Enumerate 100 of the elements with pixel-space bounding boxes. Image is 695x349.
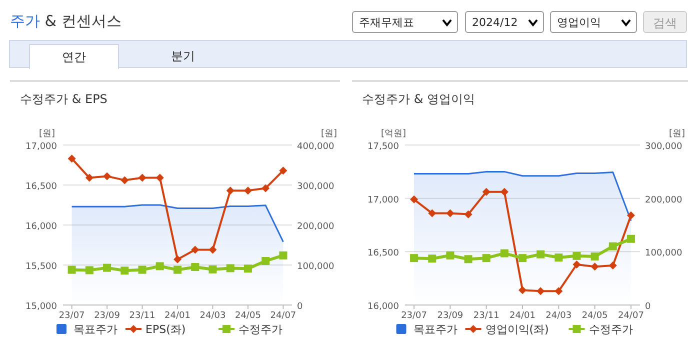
y-tick-label: 15,000	[26, 302, 58, 312]
x-tick-label: 24/03	[200, 311, 226, 321]
x-tick-label: 23/11	[129, 311, 156, 321]
y-axis-title: [억원]	[381, 129, 406, 139]
point	[608, 242, 617, 250]
y2-tick-label: 300,000	[645, 142, 682, 152]
y2-axis-title: [원]	[668, 129, 685, 139]
point	[138, 266, 146, 274]
text: 주재무제표	[352, 11, 458, 33]
point	[518, 286, 526, 294]
y2-tick-label: 200,000	[645, 195, 682, 206]
point	[244, 264, 252, 273]
x-tick-label: 24/03	[546, 311, 572, 321]
point	[410, 254, 418, 262]
point	[428, 209, 436, 218]
point	[590, 262, 599, 271]
point	[446, 251, 454, 260]
legend-label: 수정주가	[238, 323, 282, 336]
point	[262, 257, 270, 265]
x-tick-label: 23/09	[94, 311, 120, 321]
x-tick-label: 24/01	[164, 311, 190, 321]
text: 2024/12	[465, 11, 544, 33]
point	[191, 246, 200, 254]
chart-title: 수정주가 & 영업이익	[362, 92, 475, 106]
point	[410, 195, 418, 204]
point	[554, 287, 563, 296]
x-tick-label: 24/01	[510, 311, 536, 321]
y-tick-label: 15,500	[26, 262, 58, 272]
point	[191, 263, 200, 271]
point	[174, 266, 182, 274]
point	[279, 251, 288, 260]
y-tick-label: 17,500	[368, 142, 400, 152]
point	[500, 249, 508, 258]
text: 영업이익	[550, 11, 637, 33]
point	[626, 211, 635, 220]
point	[446, 209, 454, 218]
y2-tick-label: 0	[645, 302, 651, 312]
y-axis-title: [원]	[39, 129, 56, 139]
y-tick-label: 17,000	[26, 142, 58, 152]
x-tick-label: 24/07	[618, 311, 644, 321]
point	[590, 252, 599, 260]
chart-title: 수정주가 & EPS	[20, 92, 108, 106]
text: 분기	[170, 48, 196, 65]
y2-tick-label: 0	[297, 302, 303, 312]
point	[536, 287, 545, 296]
point	[572, 252, 581, 260]
point	[572, 260, 581, 268]
y-tick-label: 16,000	[26, 222, 58, 232]
y2-axis-title: [원]	[320, 129, 337, 139]
y2-tick-label: 400,000	[297, 142, 334, 152]
x-tick-label: 24/07	[270, 311, 296, 321]
legend-label: 영업이익(좌)	[485, 323, 549, 336]
point	[174, 255, 182, 264]
point	[554, 254, 563, 262]
point	[536, 250, 545, 258]
y2-tick-label: 300,000	[297, 182, 334, 192]
point	[208, 265, 217, 274]
point	[500, 188, 508, 196]
y2-tick-label: 100,000	[297, 262, 334, 272]
point	[464, 255, 472, 264]
legend-label: 목표주가	[413, 323, 458, 336]
text: 연간	[29, 44, 119, 69]
legend-label: EPS(좌)	[146, 323, 186, 336]
point	[138, 174, 146, 182]
x-tick-label: 24/05	[582, 311, 608, 321]
legend-label: 목표주가	[74, 323, 118, 336]
point	[464, 210, 472, 218]
y-tick-label: 16,500	[368, 248, 400, 259]
y-tick-label: 16,500	[26, 182, 58, 192]
point	[626, 234, 635, 243]
y2-tick-label: 200,000	[297, 222, 334, 232]
point	[103, 264, 112, 272]
point	[608, 262, 617, 270]
point	[518, 254, 526, 262]
point	[226, 186, 234, 195]
point	[156, 262, 164, 270]
point	[120, 176, 129, 184]
legend-label: 수정주가	[588, 323, 633, 336]
point	[226, 264, 234, 272]
y-tick-label: 16,000	[368, 302, 400, 312]
text: 주가 & 컨센서스	[10, 12, 122, 31]
y2-tick-label: 100,000	[645, 248, 682, 259]
point	[244, 186, 252, 195]
x-tick-label: 23/07	[58, 311, 85, 321]
point	[68, 266, 76, 274]
point	[120, 266, 129, 275]
x-tick-label: 23/09	[437, 311, 464, 321]
x-tick-label: 23/07	[401, 311, 428, 321]
point	[482, 254, 490, 262]
point	[85, 266, 94, 274]
point	[85, 174, 94, 182]
text: 검색	[643, 11, 687, 33]
point	[156, 174, 164, 182]
point	[428, 254, 436, 263]
point	[208, 246, 217, 254]
point	[482, 188, 490, 196]
point	[262, 184, 270, 192]
point	[279, 166, 288, 175]
x-tick-label: 24/05	[234, 311, 261, 321]
y-tick-label: 17,000	[368, 195, 400, 206]
